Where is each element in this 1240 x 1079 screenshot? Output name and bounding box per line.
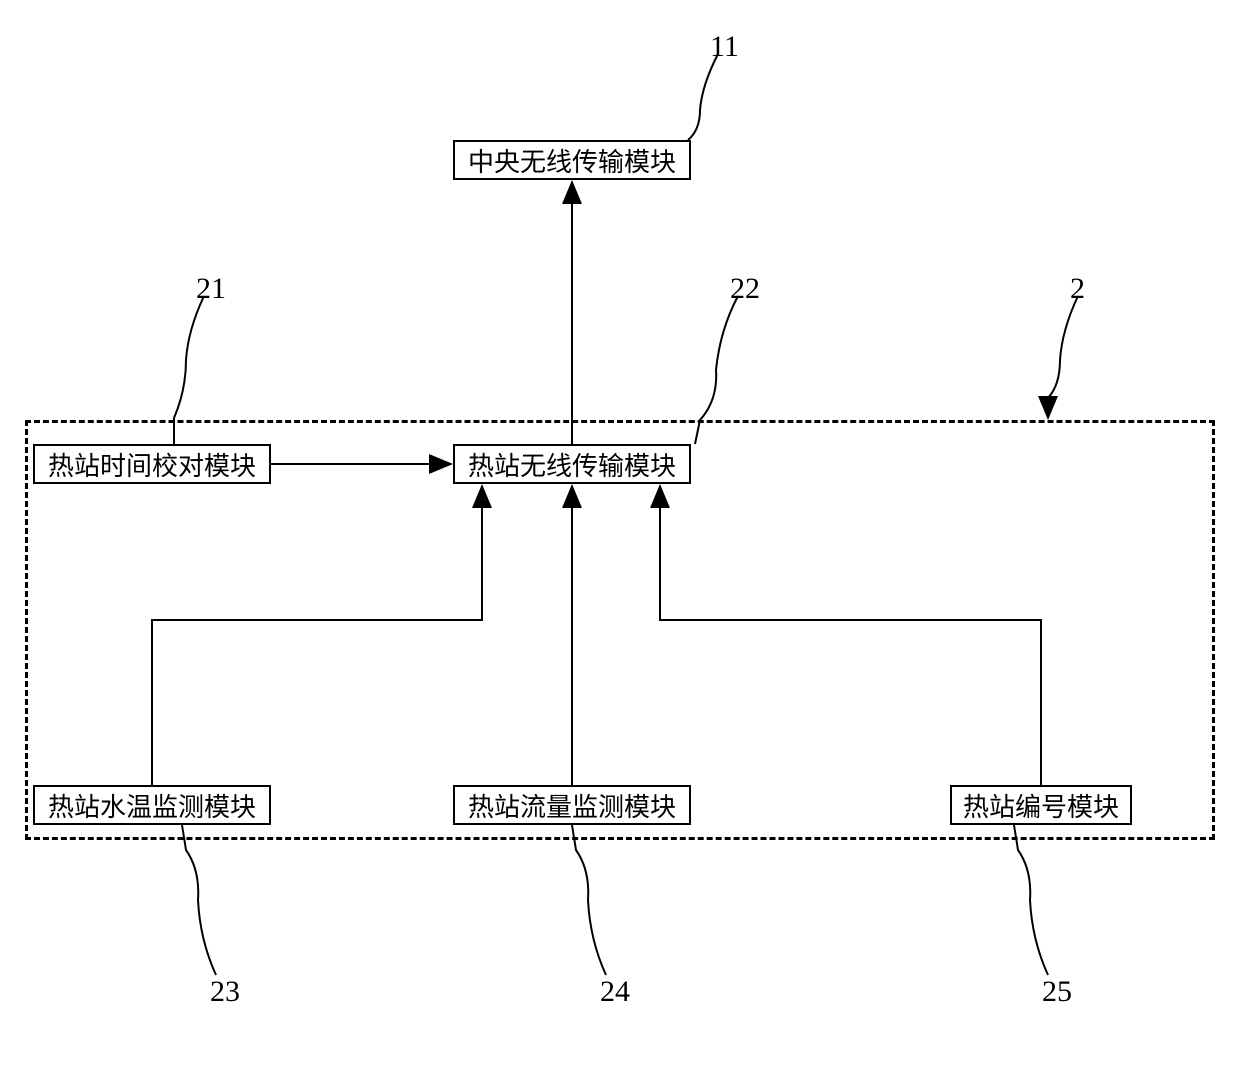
leader-11	[688, 54, 718, 140]
leader-24	[572, 825, 606, 975]
leader-25	[1014, 825, 1048, 975]
central-wireless-label: 中央无线传输模块	[468, 142, 676, 179]
station-wireless-label: 热站无线传输模块	[468, 446, 676, 483]
central-wireless-module: 中央无线传输模块	[453, 140, 691, 180]
station-water-temp-label: 热站水温监测模块	[48, 787, 256, 824]
station-wireless-module: 热站无线传输模块	[453, 444, 691, 484]
ref-25: 25	[1042, 975, 1072, 1009]
station-numbering-module: 热站编号模块	[950, 785, 1132, 825]
leader-23	[182, 825, 216, 975]
station-time-calib-label: 热站时间校对模块	[48, 446, 256, 483]
station-flow-monitor-label: 热站流量监测模块	[468, 787, 676, 824]
station-numbering-label: 热站编号模块	[963, 787, 1119, 824]
ref-11: 11	[710, 30, 739, 64]
station-flow-monitor-module: 热站流量监测模块	[453, 785, 691, 825]
ref-23: 23	[210, 975, 240, 1009]
ref-24: 24	[600, 975, 630, 1009]
ref-2: 2	[1070, 272, 1085, 306]
leader-2	[1048, 296, 1078, 398]
ref-22: 22	[730, 272, 760, 306]
station-time-calib-module: 热站时间校对模块	[33, 444, 271, 484]
station-water-temp-module: 热站水温监测模块	[33, 785, 271, 825]
ref-21: 21	[196, 272, 226, 306]
